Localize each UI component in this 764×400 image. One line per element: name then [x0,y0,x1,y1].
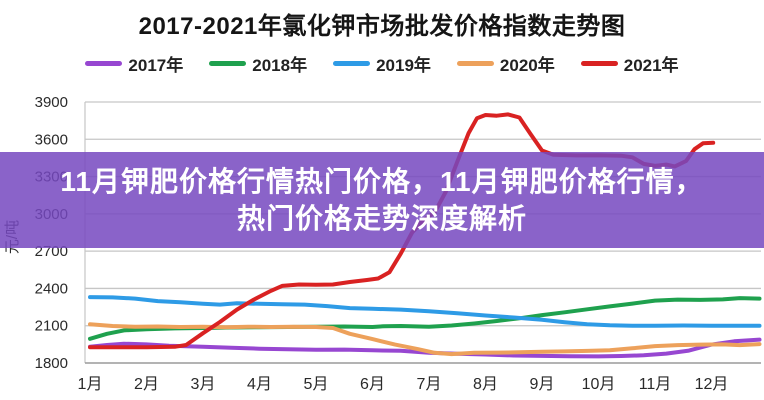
x-axis-tick-label: 9月 [530,376,555,393]
legend-label: 2020年 [499,55,555,75]
x-axis-tick-label: 4月 [247,376,272,393]
y-axis-tick-label: 3600 [35,131,68,148]
legend-label: 2018年 [252,55,308,75]
y-axis-tick-label: 2400 [35,280,68,297]
legend-swatch [580,60,618,66]
legend-item-2017年: 2017年 [85,51,183,76]
headline-line2: 热门价格走势深度解析 [236,203,527,234]
headline-line1: 11月钾肥价格行情热门价格，11月钾肥价格行情， [60,166,704,197]
x-axis-tick-label: 10月 [582,376,616,393]
legend-item-2020年: 2020年 [456,51,555,76]
legend-swatch [456,60,494,66]
chart-legend: 2017年 2018年 2019年 2020年 2021年 [0,51,764,76]
legend-swatch [333,60,371,66]
y-axis-tick-label: 3900 [35,94,68,111]
x-axis-tick-label: 8月 [473,376,498,393]
legend-item-2019年: 2019年 [333,51,431,76]
headline-overlay-banner: 11月钾肥价格行情热门价格，11月钾肥价格行情， 热门价格走势深度解析 [0,152,764,248]
series-line-2020年 [88,322,762,357]
y-axis-tick-label: 2100 [35,318,68,335]
x-axis-tick-label: 1月 [78,376,103,393]
legend-swatch [85,60,123,66]
x-axis-tick-label: 2月 [134,376,159,393]
x-axis-tick-label: 12月 [695,376,729,393]
x-axis-tick-label: 5月 [304,376,329,393]
legend-label: 2017年 [128,55,184,75]
x-axis-tick-label: 11月 [639,376,672,393]
chart-title: 2017-2021年氯化钾市场批发价格指数走势图 [138,13,626,40]
legend-swatch [209,60,247,66]
x-axis-tick-label: 3月 [191,376,216,393]
legend-label: 2021年 [623,55,679,75]
x-axis-tick-label: 7月 [417,376,442,393]
legend-item-2018年: 2018年 [209,51,307,76]
legend-item-2021年: 2021年 [580,51,679,76]
x-axis-tick-label: 6月 [360,376,385,393]
series-line-2019年 [88,295,762,328]
legend-label: 2019年 [376,55,431,75]
y-axis-tick-label: 1800 [35,355,68,372]
